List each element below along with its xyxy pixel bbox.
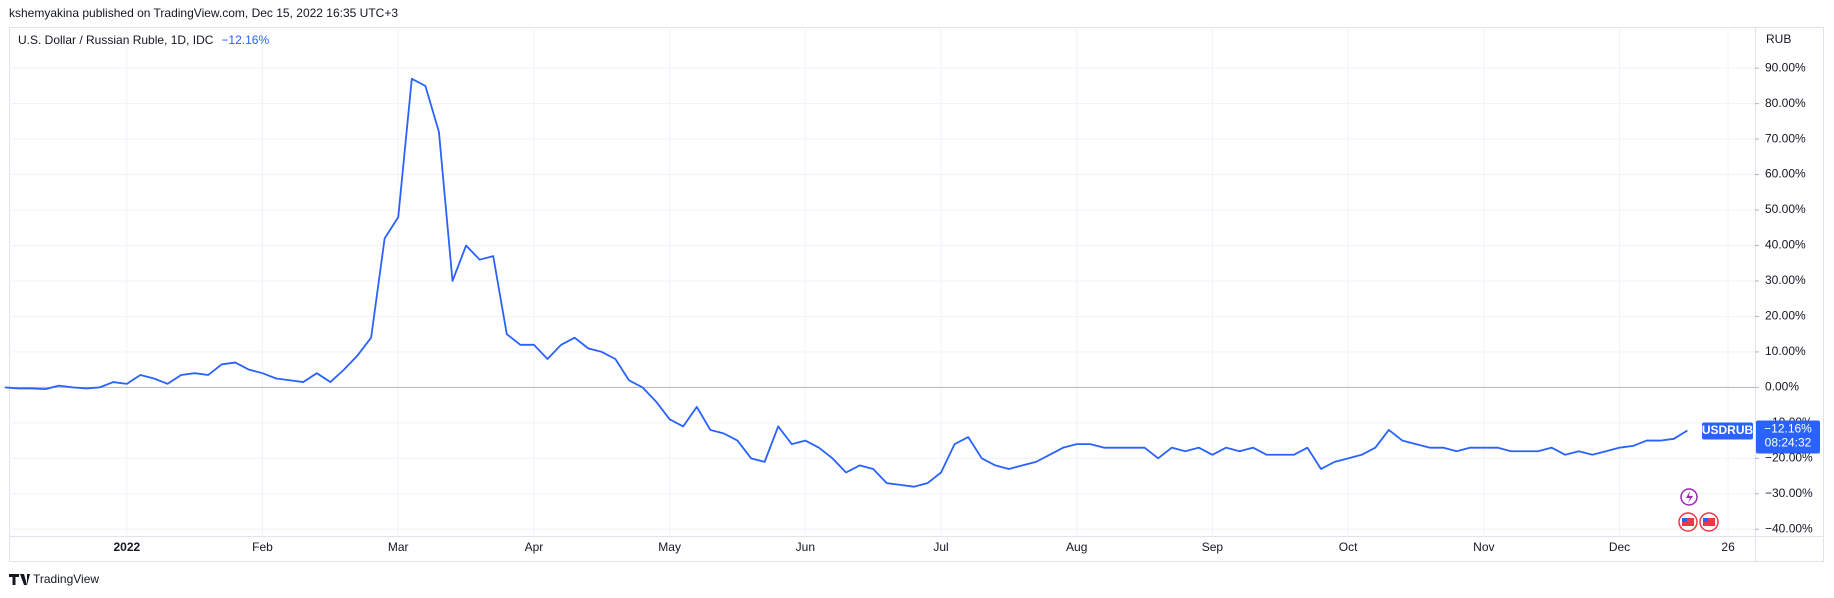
y-tick-label: 80.00%: [1765, 96, 1806, 110]
brand-name: TradingView: [33, 572, 99, 586]
brand: TradingView: [9, 572, 99, 586]
y-tick-label: 30.00%: [1765, 273, 1806, 287]
currency-label: RUB: [1766, 32, 1791, 46]
published-note: kshemyakina published on TradingView.com…: [9, 6, 398, 20]
symbol-description: U.S. Dollar / Russian Ruble, 1D, IDC: [18, 33, 214, 47]
y-tick-label: 50.00%: [1765, 202, 1806, 216]
event-icons: [1678, 488, 1719, 532]
x-tick-label: Sep: [1202, 540, 1224, 554]
x-tick-label: Mar: [388, 540, 409, 554]
symbol-tag: [1702, 422, 1753, 440]
flag-icon-canton: [1682, 518, 1687, 522]
grid: [9, 27, 1755, 536]
y-tick-label: −30.00%: [1765, 486, 1813, 500]
y-tick-label: 60.00%: [1765, 167, 1806, 181]
x-tick-label: Jun: [796, 540, 815, 554]
y-tick-label: 0.00%: [1765, 380, 1799, 394]
price-tag-value: −12.16%: [1764, 422, 1812, 436]
y-tick-label: 20.00%: [1765, 309, 1806, 323]
chart-frame: [9, 27, 1824, 562]
x-tick-label: Jul: [933, 540, 948, 554]
brand-logo: [9, 574, 30, 585]
flag-icon-canton: [1703, 518, 1708, 522]
y-tick-label: 90.00%: [1765, 60, 1806, 74]
price-tag: [1756, 420, 1820, 454]
x-tick-label: Feb: [252, 540, 273, 554]
x-tick-label: 2022: [113, 540, 140, 554]
y-tick-label: −20.00%: [1765, 450, 1813, 464]
price-tag-countdown: 08:24:32: [1765, 436, 1812, 450]
y-tick-label: −40.00%: [1765, 521, 1813, 535]
legend-change: −12.16%: [221, 33, 269, 47]
y-tick-label: 10.00%: [1765, 344, 1806, 358]
x-tick-label: Oct: [1339, 540, 1358, 554]
y-tick-label: 40.00%: [1765, 238, 1806, 252]
symbol-tag-label: USDRUB: [1702, 423, 1754, 437]
x-tick-label: May: [658, 540, 681, 554]
price-line: [4, 77, 1688, 488]
x-tick-label: Aug: [1066, 540, 1087, 554]
event-icon-bolt: [1686, 491, 1693, 503]
x-tick-label: 26: [1721, 540, 1735, 554]
x-tick-label: Apr: [525, 540, 544, 554]
legend: U.S. Dollar / Russian Ruble, 1D, IDC −12.…: [18, 33, 269, 47]
y-tick-label: 70.00%: [1765, 131, 1806, 145]
x-tick-label: Dec: [1609, 540, 1630, 554]
flag-icon-body: [1682, 518, 1694, 526]
x-tick-label: Nov: [1473, 540, 1494, 554]
flag-icon-body: [1703, 518, 1715, 526]
